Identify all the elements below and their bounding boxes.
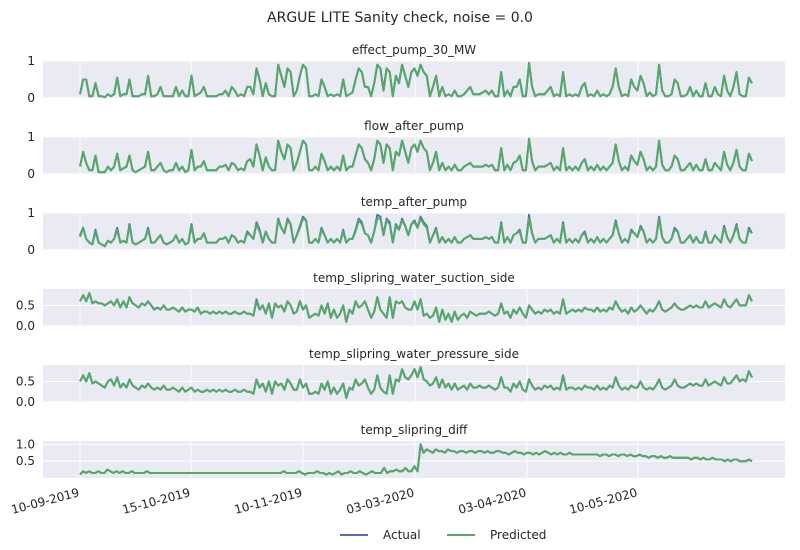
y-tick-label: 0	[27, 91, 35, 105]
y-tick-label: 0.5	[16, 298, 35, 312]
plot-area	[43, 441, 785, 478]
legend-entry-actual: Actual	[340, 528, 421, 542]
series-line-predicted	[79, 292, 753, 323]
subplot-title: temp_slipring_water_pressure_side	[309, 347, 519, 361]
y-tick-label: 0	[27, 243, 35, 257]
x-axis-tick-labels: 10-09-2019 15-10-2019 10-11-2019 03-03-2020…	[10, 485, 639, 517]
legend: Actual Predicted	[340, 528, 546, 542]
y-tick-label: 0.5	[16, 454, 35, 468]
subplot-title: temp_slipring_water_suction_side	[313, 271, 515, 285]
series-line-predicted	[79, 61, 753, 99]
subplots: effect_pump_30_MW01flow_after_pump01temp…	[16, 43, 785, 478]
y-tick-label: 1	[27, 130, 35, 144]
y-tick-label: 0.5	[16, 374, 35, 388]
x-tick-label: 10-11-2019	[233, 485, 304, 517]
y-tick-label: 1	[27, 54, 35, 68]
subplot-temp_slipring_water_pressure_side: temp_slipring_water_pressure_side 0.0 0.5	[16, 347, 785, 409]
x-tick-label: 15-10-2019	[121, 485, 192, 517]
series-line-predicted	[79, 217, 753, 248]
x-tick-label: 10-09-2019	[10, 485, 81, 517]
series-line-predicted	[79, 137, 753, 174]
x-tick-label: 03-04-2020	[457, 485, 528, 517]
series-line-predicted	[79, 366, 753, 399]
series-line-predicted	[79, 445, 753, 476]
y-tick-label: 0.0	[16, 319, 35, 333]
subplot-title: effect_pump_30_MW	[352, 43, 476, 57]
subplot-title: temp_slipring_diff	[361, 423, 468, 437]
subplot-title: temp_after_pump	[361, 195, 467, 209]
subplot-temp_after_pump: temp_after_pump 0 1	[27, 195, 785, 257]
y-tick-label: 0.0	[16, 395, 35, 409]
x-tick-label: 10-05-2020	[568, 485, 639, 517]
subplot-temp_slipring_diff: temp_slipring_diff 0.5 1.0	[16, 423, 785, 478]
x-tick-label: 03-03-2020	[345, 485, 416, 517]
legend-label: Predicted	[490, 528, 546, 542]
plot-area	[43, 289, 785, 326]
legend-entry-predicted: Predicted	[447, 528, 546, 542]
y-tick-label: 1.0	[16, 437, 35, 451]
legend-label: Actual	[383, 528, 421, 542]
subplot-flow_after_pump: flow_after_pump 0 1	[27, 119, 785, 181]
figure-title: ARGUE LITE Sanity check, noise = 0.0	[267, 10, 533, 26]
subplot-title: flow_after_pump	[364, 119, 464, 133]
subplot-temp_slipring_water_suction_side: temp_slipring_water_suction_side 0.0 0.5	[16, 271, 785, 333]
y-tick-label: 1	[27, 206, 35, 220]
y-tick-label: 0	[27, 167, 35, 181]
subplot-effect_pump_30_MW: effect_pump_30_MW 0 1	[27, 43, 785, 105]
